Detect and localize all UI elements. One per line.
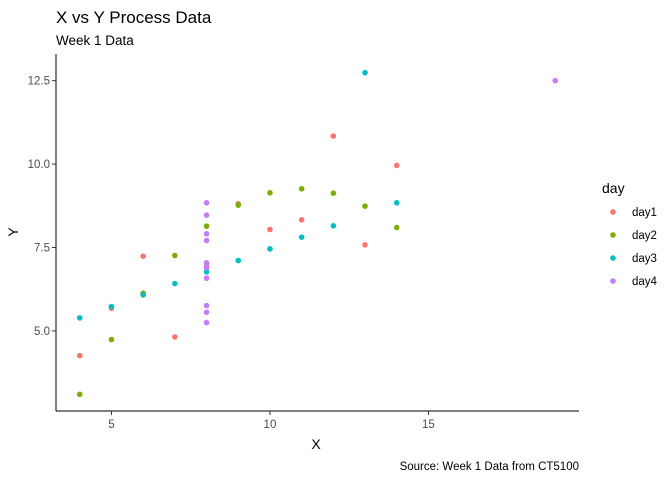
chart-caption: Source: Week 1 Data from CT5100 — [400, 461, 579, 473]
data-point-day2 — [393, 224, 400, 231]
data-point-day3 — [298, 234, 305, 240]
legend-key-day4 — [610, 278, 616, 284]
legend-label-day1: day1 — [632, 207, 657, 219]
data-points — [76, 69, 559, 398]
data-point-day1 — [267, 226, 273, 233]
legend-key-day2 — [610, 232, 616, 238]
data-point-day4 — [203, 309, 210, 316]
y-axis-title: Y — [5, 227, 21, 237]
data-point-day4 — [203, 200, 210, 206]
legend-key-day1 — [610, 209, 616, 215]
data-point-day4 — [203, 212, 210, 218]
data-point-day2 — [108, 336, 115, 343]
legend-title: day — [602, 180, 625, 196]
data-point-day3 — [267, 246, 273, 252]
chart-subtitle: Week 1 Data — [56, 33, 134, 48]
data-point-day1 — [298, 217, 305, 223]
data-point-day2 — [203, 223, 210, 229]
legend-label-day2: day2 — [632, 230, 657, 242]
data-point-day2 — [76, 391, 83, 398]
y-tick-label: 10.0 — [28, 159, 50, 171]
data-point-day4 — [203, 260, 210, 266]
data-point-day4 — [203, 237, 210, 244]
x-axis-ticks: 5 10 15 — [108, 411, 435, 431]
data-point-day1 — [393, 162, 400, 169]
legend-label-day4: day4 — [632, 276, 658, 288]
data-point-day3 — [235, 257, 242, 264]
y-tick-label: 7.5 — [34, 243, 50, 255]
data-point-day3 — [203, 269, 210, 275]
data-point-day1 — [172, 334, 178, 340]
data-point-day1 — [330, 133, 337, 139]
y-tick-label: 5.0 — [34, 326, 50, 338]
legend-label-day3: day3 — [632, 253, 657, 265]
data-point-day2 — [362, 203, 368, 209]
data-point-day2 — [172, 252, 178, 259]
data-point-day2 — [330, 190, 337, 196]
y-tick-label: 12.5 — [28, 76, 50, 88]
legend: day day1 day2 day3 day4 — [602, 180, 658, 288]
data-point-day3 — [108, 303, 115, 310]
x-tick-label: 5 — [108, 419, 114, 431]
chart-title: X vs Y Process Data — [56, 8, 212, 27]
data-point-day4 — [552, 77, 559, 84]
legend-key-day3 — [610, 255, 616, 261]
data-point-day4 — [203, 231, 210, 237]
x-axis-title: X — [311, 436, 321, 452]
data-point-day4 — [203, 319, 210, 326]
data-point-day1 — [362, 242, 368, 248]
data-point-day3 — [140, 292, 146, 298]
data-point-day3 — [76, 315, 83, 321]
data-point-day4 — [203, 265, 210, 271]
data-point-day3 — [330, 223, 337, 229]
data-point-day2 — [267, 189, 273, 196]
data-point-day2 — [298, 185, 305, 192]
x-tick-label: 15 — [422, 419, 435, 431]
data-point-day4 — [203, 275, 210, 282]
x-tick-label: 10 — [264, 419, 277, 431]
data-point-day4 — [203, 302, 210, 309]
y-axis-ticks: 5.0 7.5 10.0 12.5 — [28, 76, 56, 338]
data-point-day2 — [235, 202, 242, 208]
data-point-day3 — [393, 200, 400, 206]
data-point-day3 — [172, 280, 178, 287]
data-point-day3 — [362, 69, 368, 76]
data-point-day1 — [76, 352, 83, 359]
plot-area: 5 10 15 5.0 7.5 10.0 12.5 — [28, 54, 579, 431]
data-point-day1 — [140, 253, 146, 259]
